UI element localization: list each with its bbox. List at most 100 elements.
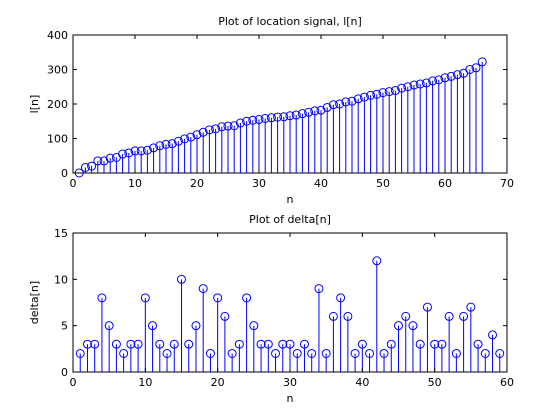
data-point: [422, 302, 432, 312]
data-point: [118, 149, 128, 159]
y-axis-label: l[n]: [28, 95, 41, 114]
data-point: [322, 102, 332, 112]
data-point: [446, 71, 456, 81]
y-tick-label: 100: [47, 133, 68, 146]
data-point: [477, 57, 487, 67]
y-tick-label: 200: [47, 98, 68, 111]
data-point: [198, 284, 208, 294]
data-point: [278, 339, 288, 349]
data-point: [93, 156, 103, 166]
x-tick-label: 0: [70, 177, 77, 190]
data-point: [260, 113, 270, 123]
data-point: [111, 339, 121, 349]
data-point: [378, 88, 388, 98]
data-point: [130, 146, 140, 156]
data-point: [372, 256, 382, 266]
data-point: [353, 94, 363, 104]
data-point: [105, 153, 115, 163]
data-point: [366, 90, 376, 100]
data-point: [409, 80, 419, 90]
data-point: [316, 105, 326, 115]
data-point: [386, 339, 396, 349]
chart-delta: 0 10 20 30 40 50 60 0 5 10 15 Plot of delta[n] n delt…: [28, 213, 514, 405]
x-tick-label: 20: [190, 177, 204, 190]
data-point: [155, 339, 165, 349]
data-point: [90, 339, 100, 349]
data-point: [372, 89, 382, 99]
data-point: [136, 146, 146, 156]
data-point: [82, 339, 92, 349]
chart-title: Plot of delta[n]: [249, 213, 331, 226]
data-point: [471, 63, 481, 73]
data-point: [473, 339, 483, 349]
data-point: [401, 311, 411, 321]
data-point: [162, 348, 172, 358]
data-point: [415, 79, 425, 89]
data-point: [437, 339, 447, 349]
data-point: [434, 75, 444, 85]
data-point: [229, 121, 239, 131]
data-point: [341, 97, 351, 107]
data-point: [292, 348, 302, 358]
data-point: [99, 156, 109, 166]
data-point: [186, 132, 196, 142]
data-point: [227, 348, 237, 358]
data-point: [465, 65, 475, 74]
data-point: [104, 321, 114, 331]
x-tick-label: 50: [376, 177, 390, 190]
data-point: [440, 73, 450, 83]
data-point: [384, 87, 394, 97]
data-point: [357, 339, 367, 349]
data-point: [242, 116, 252, 126]
data-point: [379, 348, 389, 358]
data-point: [488, 330, 498, 340]
x-axis-label: n: [287, 193, 294, 206]
data-point: [192, 130, 202, 140]
data-point: [119, 348, 129, 358]
data-point: [180, 134, 190, 144]
data-point: [408, 321, 418, 331]
data-point: [336, 293, 346, 303]
data-point: [415, 339, 425, 349]
y-axis-label: delta[n]: [28, 281, 41, 324]
data-point: [394, 321, 403, 331]
data-point: [80, 162, 90, 172]
x-tick-label: 30: [283, 376, 297, 389]
y-tick-label: 0: [61, 366, 68, 379]
data-point: [444, 311, 454, 321]
data-point: [328, 100, 338, 110]
data-point: [256, 339, 266, 349]
y-tick-label: 10: [54, 273, 68, 286]
data-point: [397, 83, 407, 93]
x-tick-label: 20: [211, 376, 225, 389]
x-axis-label: n: [287, 392, 294, 405]
y-tick-label: 400: [47, 29, 68, 42]
x-tick-label: 0: [70, 376, 77, 389]
data-point: [249, 321, 259, 331]
data-point: [133, 339, 143, 349]
data-point: [142, 145, 152, 155]
data-point: [430, 339, 440, 349]
x-tick-label: 10: [128, 177, 142, 190]
data-point: [263, 339, 273, 349]
data-point: [359, 92, 369, 102]
data-point: [213, 293, 223, 303]
chart-location-signal: 0 10 20 30 40 50 60 70 0 100 200 300 400 Plot of loca…: [28, 15, 514, 206]
data-point: [223, 121, 233, 131]
x-tick-label: 10: [138, 376, 152, 389]
data-point: [273, 112, 283, 122]
data-point: [184, 339, 194, 349]
data-point: [304, 107, 314, 117]
data-point: [148, 321, 158, 331]
data-point: [428, 76, 438, 86]
data-point: [248, 115, 258, 125]
data-point: [466, 302, 476, 312]
data-point: [124, 148, 134, 158]
data-point: [390, 86, 400, 96]
data-point: [335, 99, 345, 109]
data-point: [155, 141, 165, 151]
data-point: [126, 339, 136, 349]
data-point: [217, 122, 227, 132]
data-point: [299, 339, 309, 349]
